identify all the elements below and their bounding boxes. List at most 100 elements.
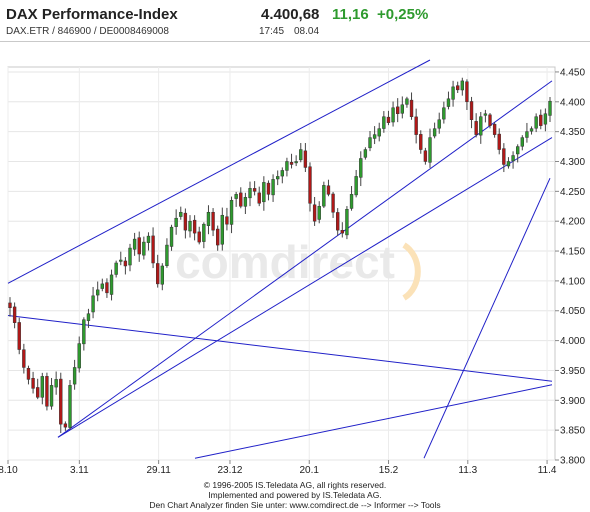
candle-body [109, 274, 114, 295]
candle-body [483, 113, 488, 116]
candle-body [17, 322, 21, 350]
y-tick-label: 4.000 [560, 336, 585, 347]
candle-body [331, 193, 335, 213]
candle-body [280, 170, 284, 177]
candle-body [516, 146, 520, 155]
candle-body [317, 206, 321, 220]
x-tick-label: 15.2 [379, 465, 399, 476]
candle-body [119, 259, 123, 262]
candle-body [322, 185, 326, 207]
candle-body [506, 161, 511, 167]
candle-body [82, 319, 86, 345]
x-axis: 8.10 3.11 29.11 23.12 20.1 15.2 11.3 11.4 [0, 460, 557, 476]
candle-body [469, 101, 474, 120]
candle-body [248, 188, 252, 199]
candle-body [49, 385, 54, 407]
chart-header: DAX Performance-Index DAX.ETR / 846900 /… [0, 0, 590, 60]
y-tick-label: 4.250 [560, 187, 585, 198]
candle-body [137, 237, 141, 255]
candle-body [391, 107, 395, 123]
y-tick-label: 4.200 [560, 217, 585, 228]
candle-body [12, 306, 17, 323]
y-tick-label: 4.300 [560, 157, 585, 168]
candle-body [132, 238, 137, 250]
candle-body [105, 282, 109, 294]
trendline [423, 178, 551, 459]
candle-body [396, 106, 400, 114]
y-axis: 4.450 4.400 4.350 4.300 4.250 4.200 4.150 4.100… [555, 67, 585, 467]
candle-body [442, 107, 446, 120]
candle-body [289, 162, 294, 165]
candle-body [100, 283, 104, 289]
candle-body [372, 134, 377, 139]
candle-body [502, 148, 506, 165]
y-tick-label: 3.950 [560, 366, 585, 377]
candle-body [479, 116, 483, 136]
watermark-arc [402, 242, 421, 301]
candle-body [543, 113, 548, 125]
candle-body [211, 211, 215, 231]
candle-body [423, 150, 428, 162]
instrument-identifiers: DAX.ETR / 846900 / DE0008469008 [6, 26, 169, 37]
candle-body [488, 114, 492, 126]
candle-body [169, 226, 174, 247]
candle-body [276, 176, 280, 180]
candle-body [312, 204, 317, 222]
trendline [194, 384, 553, 459]
candle-body [96, 289, 100, 296]
candle-body [192, 219, 197, 234]
candle-body [174, 217, 178, 227]
candle-body [45, 376, 49, 407]
candle-body [437, 119, 441, 129]
candle-body [359, 158, 363, 178]
candle-body [160, 265, 164, 285]
candle-body [40, 376, 44, 398]
candle-body [229, 200, 234, 225]
watermark-logo: comdirect [175, 236, 395, 288]
candle-body [497, 133, 501, 150]
candle-body [262, 182, 266, 203]
trendline [57, 80, 553, 438]
candle-body [197, 231, 201, 243]
candle-body [86, 313, 91, 321]
y-tick-label: 4.050 [560, 306, 585, 317]
footer-copyright: © 1996-2005 IS.Teledata AG, all rights r… [203, 480, 387, 490]
x-tick-label: 29.11 [146, 465, 171, 476]
candle-body [252, 188, 257, 192]
candle-body [428, 137, 432, 163]
candle-body [22, 349, 26, 368]
candle-body [548, 100, 552, 116]
candle-body [451, 86, 455, 100]
x-tick-label: 23.12 [217, 465, 242, 476]
candle-body [303, 150, 308, 168]
candle-body [63, 423, 68, 428]
candle-body [26, 368, 31, 380]
candle-body [294, 161, 298, 164]
x-tick-label: 20.1 [300, 465, 320, 476]
footer-analyzer-link: Den Chart Analyzer finden Sie unter: www… [149, 500, 441, 510]
candle-body [419, 134, 423, 150]
price-change-percent: +0,25% [377, 6, 429, 23]
trendline [7, 315, 553, 382]
candle-body [271, 179, 275, 196]
candle-body [266, 182, 271, 195]
candle-body [202, 223, 206, 242]
candle-body [225, 216, 229, 225]
candle-body [299, 149, 303, 161]
candle-body [234, 194, 238, 199]
y-tick-label: 3.800 [560, 456, 585, 467]
candle-body [368, 137, 372, 149]
candles [8, 77, 552, 433]
candle-body [285, 161, 289, 171]
trendline [57, 137, 553, 438]
price-change: 11,16 [332, 6, 369, 23]
candle-body [336, 212, 340, 231]
candle-body [128, 247, 132, 266]
candle-body [465, 81, 469, 103]
quote-date: 08.04 [294, 26, 320, 37]
candle-body [68, 385, 72, 428]
candle-body [243, 197, 248, 207]
candle-body [534, 116, 538, 129]
candle-body [377, 128, 381, 137]
candlestick-chart: comdirect 4.450 4.400 4.350 4.300 4.250 4.200… [0, 59, 585, 476]
